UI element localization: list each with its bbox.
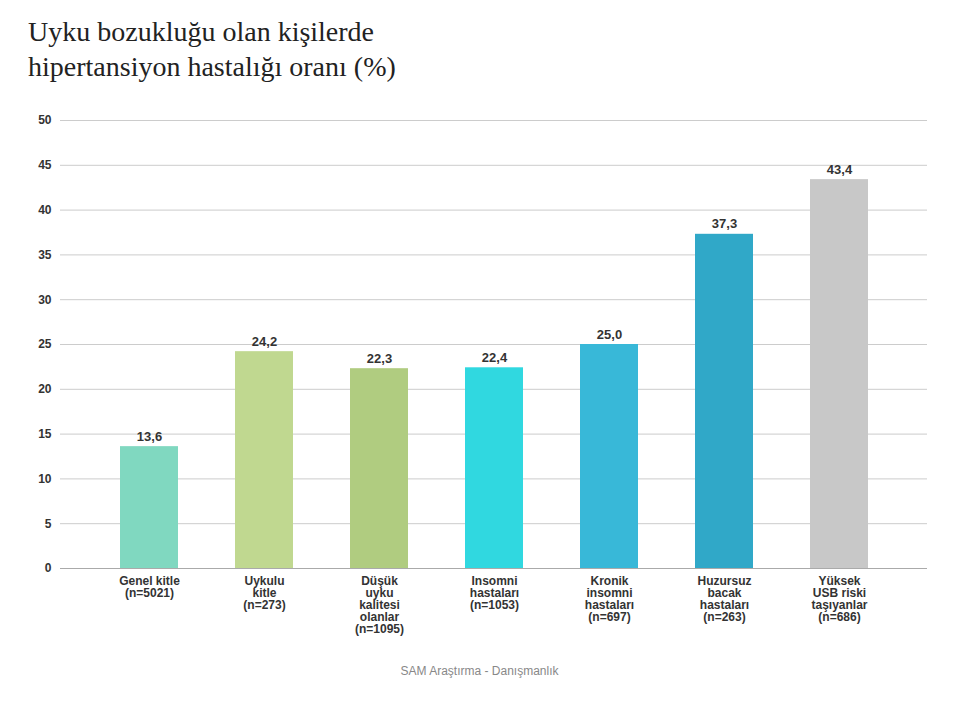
svg-text:Düşükuykukalitesiolanlar(n=109: Düşükuykukalitesiolanlar(n=1095) xyxy=(355,574,404,636)
svg-text:25: 25 xyxy=(38,337,52,351)
svg-text:Kronikinsomnihastaları(n=697): Kronikinsomnihastaları(n=697) xyxy=(585,574,634,624)
svg-text:YüksekUSB riskitaşıyanlar(n=68: YüksekUSB riskitaşıyanlar(n=686) xyxy=(811,574,867,624)
svg-text:22,4: 22,4 xyxy=(482,350,508,365)
svg-text:10: 10 xyxy=(38,472,52,486)
svg-text:5: 5 xyxy=(45,517,52,531)
svg-text:35: 35 xyxy=(38,248,52,262)
svg-text:13,6: 13,6 xyxy=(137,429,162,444)
svg-text:43,4: 43,4 xyxy=(827,162,853,177)
svg-text:15: 15 xyxy=(38,427,52,441)
svg-text:22,3: 22,3 xyxy=(367,351,392,366)
svg-text:50: 50 xyxy=(38,113,52,127)
svg-text:0: 0 xyxy=(45,561,52,575)
svg-text:Huzursuzbacakhastaları(n=263): Huzursuzbacakhastaları(n=263) xyxy=(698,574,752,624)
svg-text:25,0: 25,0 xyxy=(597,327,622,342)
svg-text:45: 45 xyxy=(38,158,52,172)
svg-text:40: 40 xyxy=(38,203,52,217)
svg-text:24,2: 24,2 xyxy=(252,334,277,349)
svg-text:37,3: 37,3 xyxy=(712,216,737,231)
svg-text:20: 20 xyxy=(38,382,52,396)
html-text:Uyku bozukluğu olan kişilerde: Uyku bozukluğu olan kişilerde hipertansi… xyxy=(28,16,396,82)
svg-text:30: 30 xyxy=(38,293,52,307)
svg-text:Uykulukitle(n=273): Uykulukitle(n=273) xyxy=(243,574,285,612)
html-text:SAM Araştırma - Danışmanlık: SAM Araştırma - Danışmanlık xyxy=(400,664,559,678)
svg-text:Insomnihastaları(n=1053): Insomnihastaları(n=1053) xyxy=(470,574,519,612)
svg-text:Genel kitle(n=5021): Genel kitle(n=5021) xyxy=(119,574,180,600)
